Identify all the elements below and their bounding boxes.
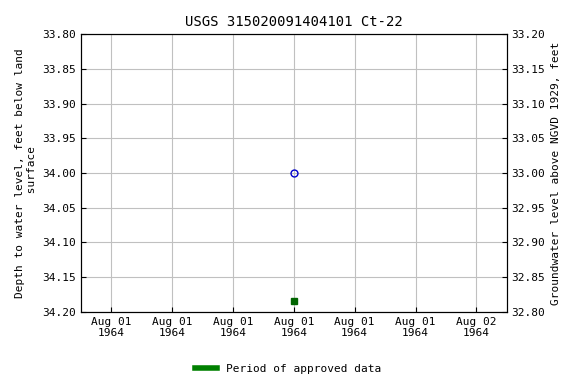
Title: USGS 315020091404101 Ct-22: USGS 315020091404101 Ct-22: [185, 15, 403, 29]
Y-axis label: Depth to water level, feet below land
 surface: Depth to water level, feet below land su…: [15, 48, 37, 298]
Legend: Period of approved data: Period of approved data: [191, 359, 385, 379]
Y-axis label: Groundwater level above NGVD 1929, feet: Groundwater level above NGVD 1929, feet: [551, 41, 561, 305]
